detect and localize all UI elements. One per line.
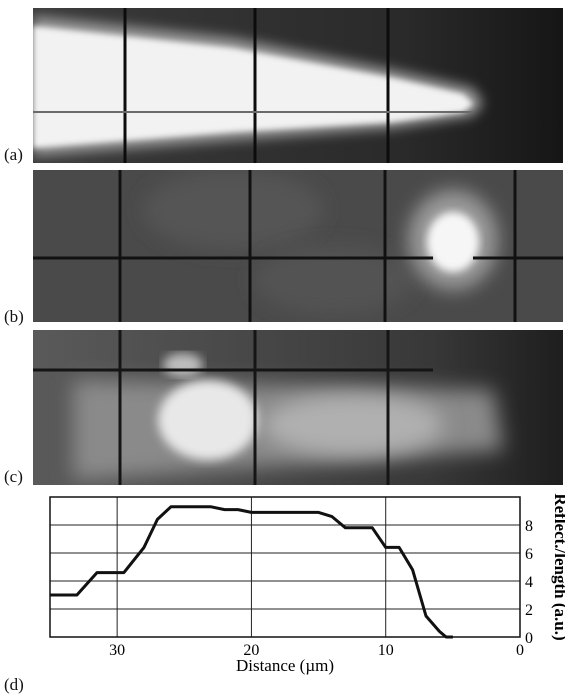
x-tick-labels: 30 20 10 0	[109, 642, 524, 659]
y-tick-label: 8	[525, 518, 533, 535]
y-tick-label: 2	[525, 602, 533, 619]
y-tick-label: 6	[525, 546, 533, 563]
reflectance-series-line	[50, 505, 453, 639]
micrograph-b	[33, 170, 563, 322]
x-tick-label: 30	[109, 642, 125, 659]
y-axis-label: Reflect./length (a.u.)	[551, 493, 565, 640]
y-tick-labels: 0 2 4 6 8	[525, 518, 533, 647]
micrograph-a	[33, 8, 563, 163]
plot-frame	[49, 496, 521, 638]
panel-label-b: (b)	[4, 307, 24, 326]
image-panel-b	[33, 170, 563, 322]
x-axis-label: Distance (µm)	[236, 656, 334, 675]
image-panel-a	[33, 8, 563, 163]
panel-label-a: (a)	[4, 145, 23, 164]
x-tick-label: 20	[243, 642, 259, 659]
plot-grid	[50, 497, 521, 638]
y-tick-label: 0	[525, 630, 533, 647]
panel-label-c: (c)	[4, 467, 23, 486]
reflectance-plot: 30 20 10 0 0 2 4 6 8 Distance (µm) Reflect./len…	[49, 493, 565, 675]
panel-label-d: (d)	[4, 675, 24, 694]
image-panel-c	[33, 330, 563, 485]
y-tick-label: 4	[525, 574, 533, 591]
x-tick-label: 10	[378, 642, 394, 659]
micrograph-c	[33, 330, 563, 485]
x-tick-label: 0	[516, 642, 524, 659]
